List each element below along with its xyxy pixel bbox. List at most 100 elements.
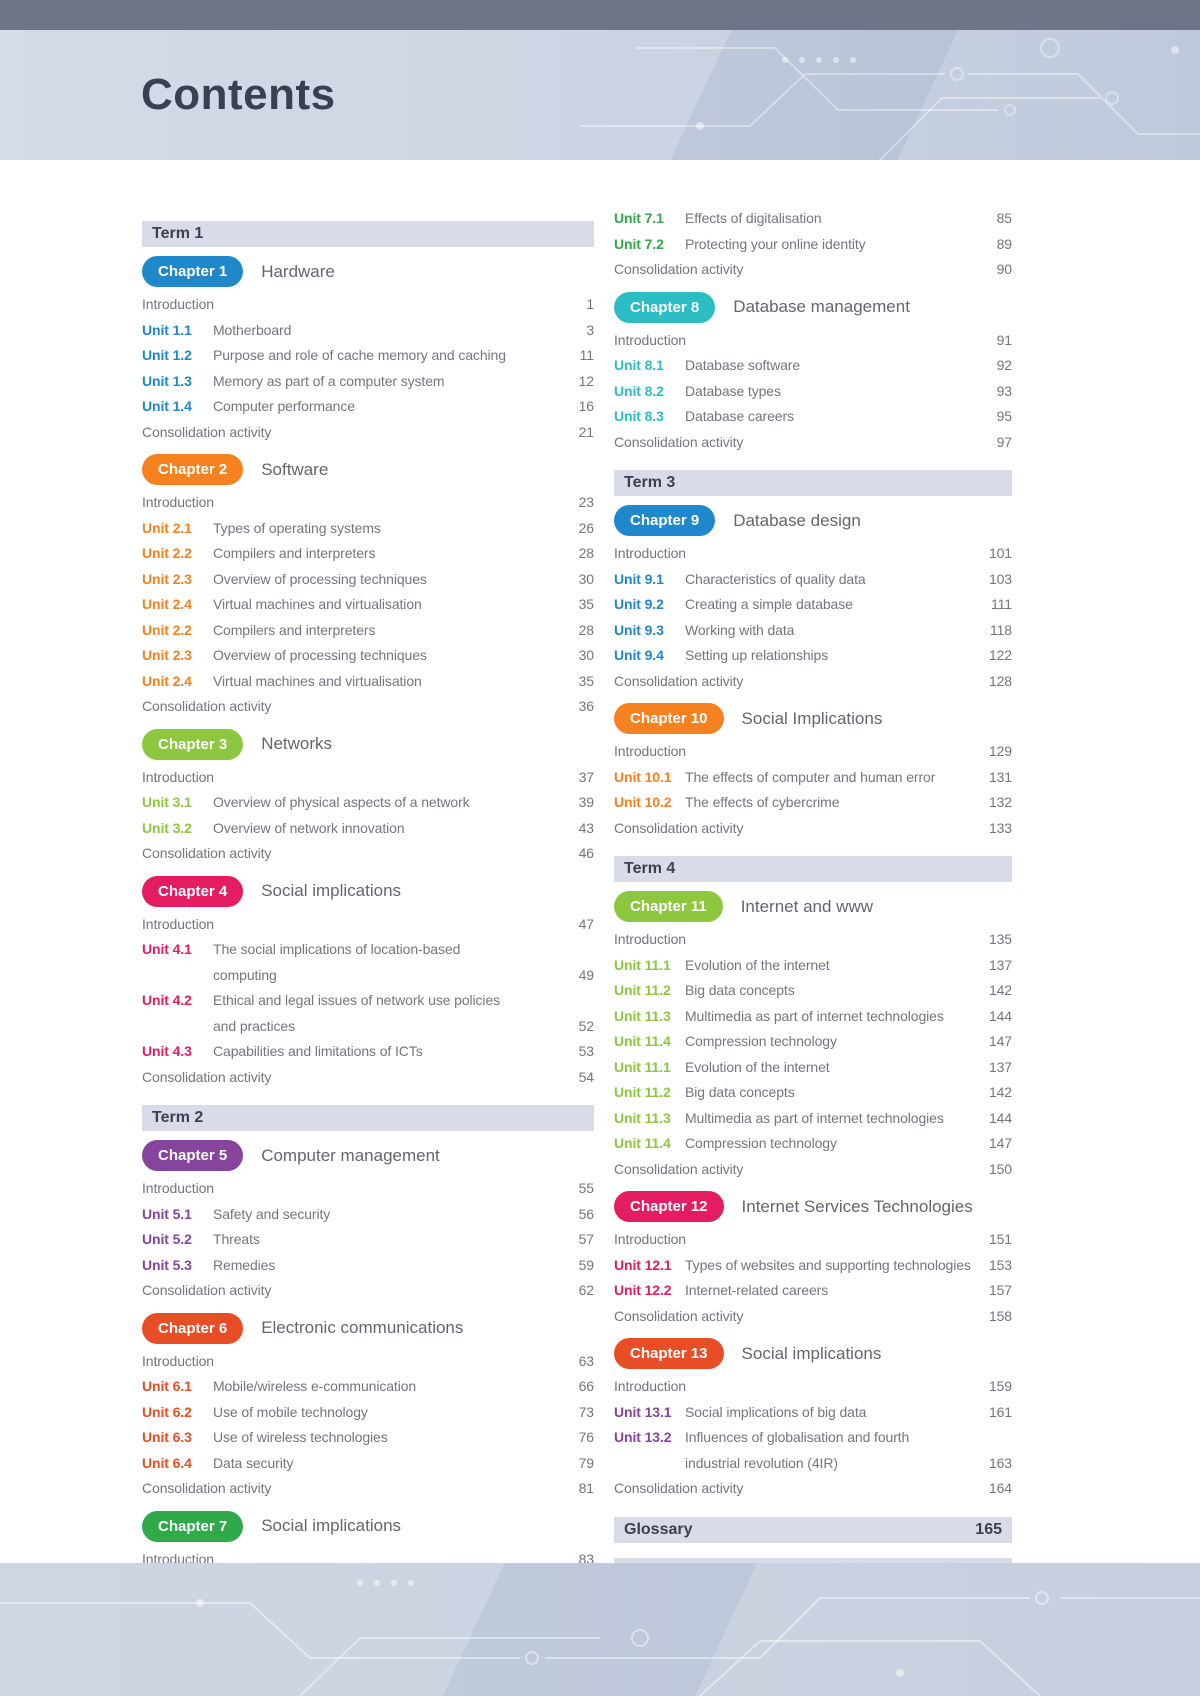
unit-label: Unit 12.2 xyxy=(614,1282,672,1298)
chapter-pill: Chapter 3 xyxy=(142,728,244,760)
entry-title: Consolidation activity xyxy=(142,845,272,861)
chapter-pill: Chapter 8 xyxy=(614,291,716,323)
toc-row: Unit 2.4 Virtual machines and virtualisa… xyxy=(142,669,594,695)
toc-row: Unit 11.1 Evolution of the internet 137 xyxy=(614,953,1012,979)
toc-row: Unit 12.2 Internet-related careers 157 xyxy=(614,1278,1012,1304)
entry-title: Protecting your online identity xyxy=(685,235,866,252)
page-number: 53 xyxy=(578,1043,594,1059)
unit-label: Unit 4.1 xyxy=(142,941,192,957)
entry-title: Ethical and legal issues of network use … xyxy=(213,988,568,1039)
chapter-title: Electronic communications xyxy=(261,1318,464,1337)
entry-title: Capabilities and limitations of ICTs xyxy=(213,1043,423,1059)
chapter-pill: Chapter 1 xyxy=(142,256,244,287)
chapter-heading: Chapter 12 Internet Services Technologie… xyxy=(614,1191,1012,1222)
toc-row: Unit 4.2 Ethical and legal issues of net… xyxy=(142,988,594,1039)
unit-label: Unit 1.4 xyxy=(142,398,192,414)
page-number: 95 xyxy=(996,408,1012,424)
entry-title: Consolidation activity xyxy=(142,1282,272,1298)
toc-row: Unit 2.1 Types of operating systems 26 xyxy=(142,516,594,542)
unit-label: Unit 10.2 xyxy=(614,794,672,810)
entry-title: Internet-related careers xyxy=(685,1282,829,1298)
unit-label: Unit 2.3 xyxy=(142,570,192,587)
page-number: 101 xyxy=(988,545,1012,561)
entry-title: Evolution of the internet xyxy=(685,1058,830,1075)
chapter-pill: Chapter 10 xyxy=(614,703,724,734)
unit-label: Unit 2.2 xyxy=(142,545,192,561)
toc-row: Unit 11.4 Compression technology 147 xyxy=(614,1029,1012,1055)
page-number: 135 xyxy=(988,931,1012,947)
toc-row: Introduction 1 xyxy=(142,292,594,318)
unit-label: Unit 3.2 xyxy=(142,819,192,836)
unit-label: Unit 11.1 xyxy=(614,956,671,973)
entry-title: Introduction xyxy=(614,1378,686,1394)
entry-title: Overview of network innovation xyxy=(213,819,405,836)
term-label: Term 1 xyxy=(152,225,204,242)
unit-label: Unit 11.3 xyxy=(614,1007,671,1024)
page-number: 21 xyxy=(578,423,594,440)
entry-title: Introduction xyxy=(614,545,686,561)
entry-title: Introduction xyxy=(614,931,686,947)
toc-row: Unit 8.1 Database software 92 xyxy=(614,353,1012,379)
term-header: Term 4 xyxy=(614,856,1012,882)
unit-label: Unit 11.1 xyxy=(614,1058,671,1075)
unit-label: Unit 1.3 xyxy=(142,372,192,389)
page-number: 26 xyxy=(578,519,594,536)
toc-row: Consolidation activity 128 xyxy=(614,669,1012,695)
unit-label: Unit 1.1 xyxy=(142,321,192,338)
page-number: 79 xyxy=(578,1454,594,1471)
page-number: 46 xyxy=(578,845,594,861)
page-number: 76 xyxy=(578,1429,594,1445)
page-number: 157 xyxy=(988,1282,1012,1298)
chapter-heading: Chapter 1 Hardware xyxy=(142,256,594,287)
toc-row: Introduction 151 xyxy=(614,1227,1012,1253)
entry-title: Types of websites and supporting technol… xyxy=(685,1256,971,1273)
back-matter-label: Glossary xyxy=(624,1520,693,1538)
page-number: 159 xyxy=(988,1378,1012,1394)
circuit-pattern-icon xyxy=(0,1580,1200,1696)
page-number: 12 xyxy=(578,372,594,389)
toc-row: Introduction 47 xyxy=(142,912,594,938)
circuit-pattern-icon xyxy=(580,38,1200,160)
entry-title: Types of operating systems xyxy=(213,519,381,536)
toc-row: Consolidation activity 54 xyxy=(142,1065,594,1091)
entry-title: Purpose and role of cache memory and cac… xyxy=(213,347,506,363)
toc-row: Unit 13.1 Social implications of big dat… xyxy=(614,1400,1012,1426)
unit-label: Unit 11.2 xyxy=(614,1084,671,1100)
entry-title: Consolidation activity xyxy=(142,1068,272,1085)
toc-row: Unit 3.1 Overview of physical aspects of… xyxy=(142,790,594,816)
page-number: 52 xyxy=(578,1017,594,1034)
unit-label: Unit 10.1 xyxy=(614,768,672,785)
toc-row: Unit 4.1 The social implications of loca… xyxy=(142,937,594,988)
chapter-heading: Chapter 4 Social implications xyxy=(142,875,594,907)
chapter-heading: Chapter 11 Internet and www xyxy=(614,891,1012,922)
toc-row: Unit 1.3 Memory as part of a computer sy… xyxy=(142,369,594,395)
page-number: 150 xyxy=(988,1160,1012,1177)
chapter-pill: Chapter 4 xyxy=(142,875,244,907)
entry-title: Influences of globalisation and fourth i… xyxy=(685,1425,986,1476)
entry-title: Memory as part of a computer system xyxy=(213,372,445,389)
contents-body: Term 1 Chapter 1 Hardware Introduction 1… xyxy=(0,160,1200,1584)
page-number: 133 xyxy=(988,819,1012,836)
page-number: 132 xyxy=(988,794,1012,810)
entry-title: Overview of physical aspects of a networ… xyxy=(213,794,470,810)
entry-title: The effects of cybercrime xyxy=(685,794,840,810)
page-number: 165 xyxy=(975,1520,1002,1538)
toc-row: Unit 11.2 Big data concepts 142 xyxy=(614,978,1012,1004)
page-number: 97 xyxy=(996,433,1012,450)
toc-row: Unit 6.2 Use of mobile technology 73 xyxy=(142,1400,594,1426)
entry-title: Introduction xyxy=(142,296,214,312)
entry-title: Computer performance xyxy=(213,398,355,414)
chapter-title: Social implications xyxy=(261,881,402,900)
unit-label: Unit 11.3 xyxy=(614,1109,671,1126)
entry-title-line: computing xyxy=(213,966,277,983)
entry-title: Consolidation activity xyxy=(142,698,272,714)
page-number: 122 xyxy=(988,647,1012,663)
entry-title: Consolidation activity xyxy=(614,1480,744,1496)
page-number: 128 xyxy=(988,672,1012,689)
entry-title: Creating a simple database xyxy=(685,596,853,612)
unit-label: Unit 5.2 xyxy=(142,1231,192,1247)
chapter-heading: Chapter 3 Networks xyxy=(142,728,594,760)
toc-row: Unit 5.1 Safety and security 56 xyxy=(142,1202,594,1228)
page-number: 54 xyxy=(578,1068,594,1085)
